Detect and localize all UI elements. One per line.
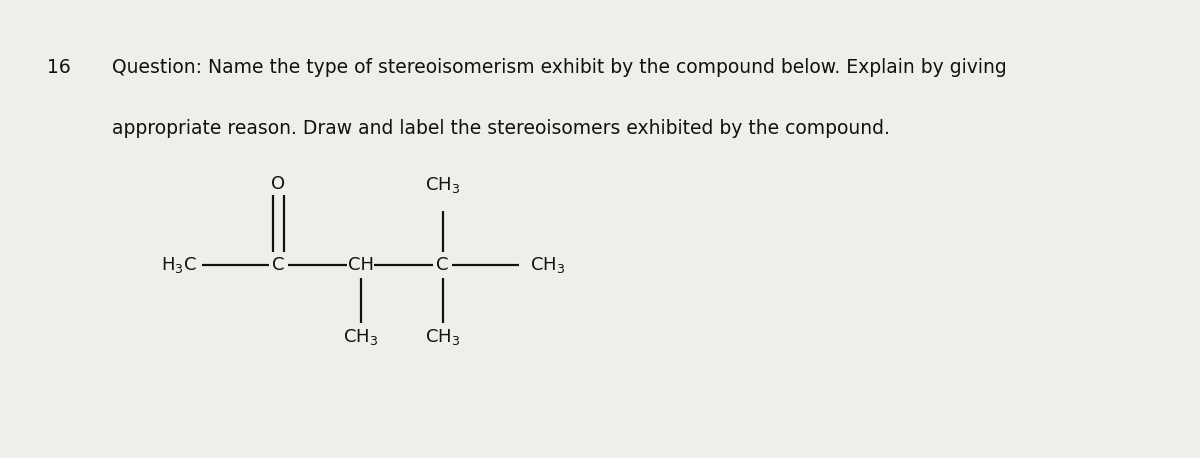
Text: Question: Name the type of stereoisomerism exhibit by the compound below. Explai: Question: Name the type of stereoisomeri… <box>113 58 1007 77</box>
Text: CH$_3$: CH$_3$ <box>425 175 460 195</box>
Text: appropriate reason. Draw and label the stereoisomers exhibited by the compound.: appropriate reason. Draw and label the s… <box>113 119 890 138</box>
Text: CH$_3$: CH$_3$ <box>530 255 565 275</box>
Text: C: C <box>272 256 284 274</box>
Text: H$_3$C: H$_3$C <box>161 255 197 275</box>
Text: CH$_3$: CH$_3$ <box>343 327 378 347</box>
Text: CH$_3$: CH$_3$ <box>425 327 460 347</box>
Text: 16: 16 <box>48 58 71 77</box>
Text: O: O <box>271 175 286 193</box>
Text: CH: CH <box>348 256 373 274</box>
Text: C: C <box>437 256 449 274</box>
